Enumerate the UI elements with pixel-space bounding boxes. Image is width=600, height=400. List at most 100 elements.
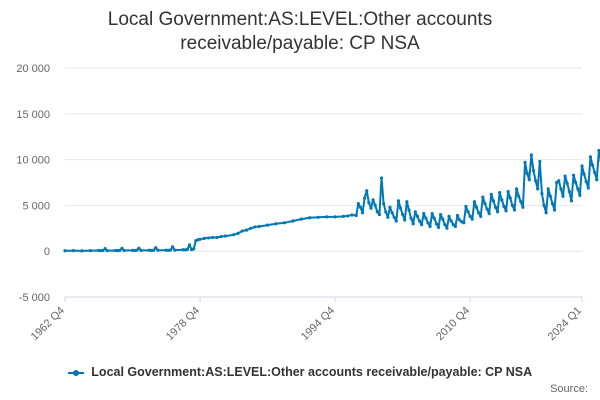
data-point[interactable] — [173, 248, 177, 252]
data-point[interactable] — [105, 249, 109, 253]
data-point[interactable] — [529, 153, 533, 157]
data-point[interactable] — [420, 223, 424, 227]
data-point[interactable] — [223, 234, 227, 238]
data-point[interactable] — [546, 187, 550, 191]
data-point[interactable] — [582, 172, 586, 176]
data-point[interactable] — [386, 215, 390, 219]
data-point[interactable] — [103, 247, 107, 251]
data-point[interactable] — [489, 192, 493, 197]
data-point[interactable] — [517, 194, 521, 198]
data-point[interactable] — [593, 170, 597, 175]
data-point[interactable] — [249, 226, 253, 230]
data-point[interactable] — [350, 213, 354, 217]
data-point[interactable] — [426, 221, 430, 225]
data-point[interactable] — [417, 219, 422, 223]
data-point[interactable] — [185, 247, 189, 251]
data-point[interactable] — [569, 199, 574, 203]
data-point[interactable] — [462, 221, 466, 225]
data-point[interactable] — [533, 179, 538, 183]
data-point[interactable] — [449, 219, 453, 223]
data-point[interactable] — [550, 201, 555, 206]
data-point[interactable] — [291, 219, 295, 223]
data-point[interactable] — [464, 204, 468, 208]
data-point[interactable] — [308, 216, 312, 220]
data-point[interactable] — [468, 214, 472, 218]
data-point[interactable] — [365, 189, 369, 193]
data-point[interactable] — [122, 248, 126, 253]
data-point[interactable] — [474, 205, 479, 209]
data-point[interactable] — [498, 190, 502, 195]
data-point[interactable] — [369, 206, 373, 210]
data-point[interactable] — [502, 204, 506, 208]
data-point[interactable] — [424, 216, 428, 220]
data-point[interactable] — [580, 164, 584, 168]
data-point[interactable] — [487, 212, 491, 216]
data-point[interactable] — [483, 201, 487, 206]
data-point[interactable] — [422, 212, 426, 216]
data-point[interactable] — [88, 249, 92, 253]
data-point[interactable] — [451, 223, 455, 227]
data-point[interactable] — [428, 224, 432, 229]
data-point[interactable] — [590, 163, 595, 167]
data-point[interactable] — [479, 214, 483, 218]
data-point[interactable] — [63, 249, 67, 253]
data-point[interactable] — [409, 216, 413, 220]
data-point[interactable] — [413, 210, 417, 214]
data-point[interactable] — [356, 201, 360, 206]
data-point[interactable] — [333, 215, 337, 219]
data-point[interactable] — [187, 243, 192, 247]
data-point[interactable] — [373, 203, 377, 207]
data-point[interactable] — [371, 198, 375, 202]
data-point[interactable] — [137, 246, 141, 250]
data-point[interactable] — [466, 210, 470, 214]
data-point[interactable] — [481, 195, 485, 199]
data-point[interactable] — [411, 222, 415, 226]
data-point[interactable] — [595, 178, 599, 182]
data-point[interactable] — [396, 199, 401, 203]
data-point[interactable] — [552, 208, 557, 212]
data-point[interactable] — [559, 187, 563, 191]
data-point[interactable] — [354, 213, 358, 218]
data-point[interactable] — [584, 179, 588, 184]
data-point[interactable] — [407, 208, 411, 212]
data-point[interactable] — [495, 210, 500, 214]
data-point[interactable] — [586, 186, 590, 190]
data-point[interactable] — [588, 155, 593, 159]
data-point[interactable] — [565, 181, 569, 186]
data-point[interactable] — [500, 198, 504, 202]
data-point[interactable] — [434, 222, 438, 226]
data-point[interactable] — [415, 214, 420, 218]
data-point[interactable] — [510, 203, 514, 207]
data-point[interactable] — [458, 218, 462, 222]
data-point[interactable] — [521, 205, 525, 209]
data-point[interactable] — [219, 234, 223, 239]
data-point[interactable] — [455, 213, 460, 218]
data-point[interactable] — [375, 210, 379, 214]
data-point[interactable] — [405, 200, 409, 204]
data-point[interactable] — [470, 217, 474, 221]
data-point[interactable] — [394, 219, 398, 223]
data-point[interactable] — [430, 212, 434, 216]
data-point[interactable] — [401, 212, 405, 217]
data-point[interactable] — [236, 231, 240, 235]
data-point[interactable] — [439, 212, 443, 217]
data-point[interactable] — [253, 225, 257, 229]
data-point[interactable] — [531, 168, 536, 173]
data-point[interactable] — [299, 217, 303, 221]
data-point[interactable] — [578, 193, 582, 197]
data-point[interactable] — [392, 215, 396, 219]
data-point[interactable] — [508, 196, 512, 200]
source-credit[interactable]: Source: — [550, 383, 588, 395]
data-point[interactable] — [453, 224, 457, 229]
data-point[interactable] — [80, 249, 84, 253]
data-point[interactable] — [447, 214, 451, 218]
data-point[interactable] — [597, 148, 600, 153]
data-point[interactable] — [240, 229, 244, 233]
data-point[interactable] — [525, 171, 529, 175]
data-point[interactable] — [358, 205, 363, 209]
data-point[interactable] — [445, 226, 449, 230]
data-point[interactable] — [71, 249, 76, 253]
data-point[interactable] — [168, 248, 173, 252]
data-point[interactable] — [244, 228, 249, 232]
data-point[interactable] — [388, 205, 392, 209]
